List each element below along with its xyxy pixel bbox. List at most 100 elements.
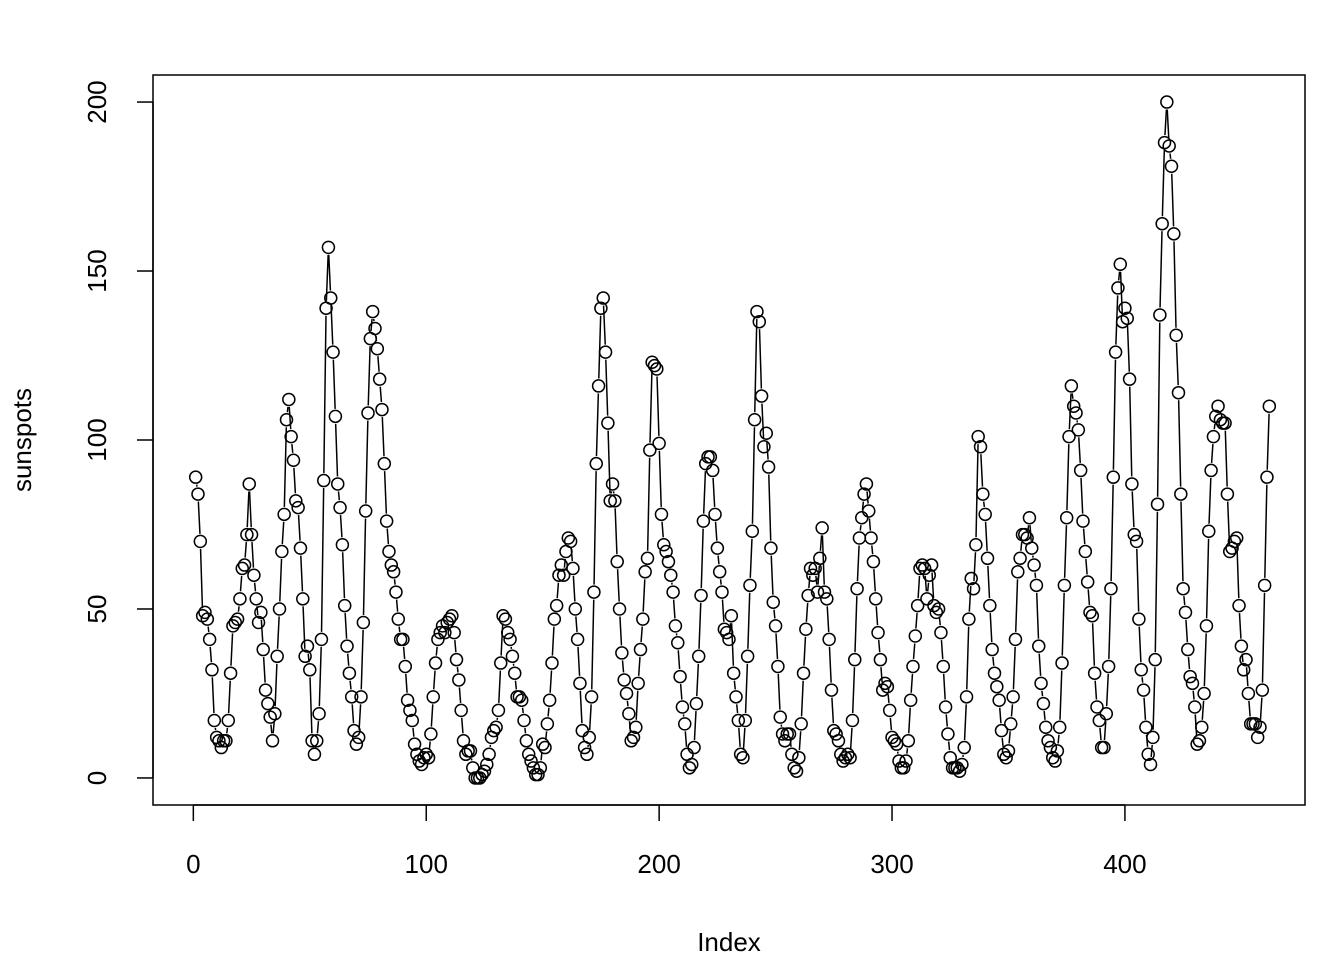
data-point (1262, 399, 1277, 413)
data-point (1125, 477, 1139, 491)
connector-segment (940, 640, 944, 660)
data-point (358, 504, 373, 518)
connector-segment (1057, 734, 1060, 744)
data-point (256, 642, 270, 657)
x-tick-label: 0 (186, 849, 200, 879)
data-point (1192, 734, 1207, 748)
connector-segment (1105, 673, 1109, 707)
data-point (969, 538, 983, 552)
y-tick-label: 150 (82, 249, 112, 292)
connector-segment (1080, 477, 1084, 514)
connector-segment (377, 356, 380, 372)
connector-segment (318, 646, 322, 707)
connector-segment (1248, 700, 1251, 717)
data-point (1250, 730, 1265, 745)
data-point (305, 734, 319, 748)
data-point (440, 615, 454, 630)
connector-segment (982, 501, 986, 507)
data-point (296, 592, 310, 606)
connector-segment (856, 545, 860, 582)
connector-segment (1141, 677, 1144, 683)
data-point (778, 734, 792, 748)
connector-segment (316, 721, 320, 734)
data-point (1108, 345, 1123, 359)
connector-segment (1166, 109, 1170, 139)
connector-segment (721, 599, 725, 622)
connector-segment (777, 673, 781, 710)
data-point (382, 544, 396, 559)
connector-segment (1226, 501, 1231, 545)
data-point (726, 666, 741, 680)
data-point (1050, 744, 1065, 758)
data-point (1071, 423, 1086, 437)
data-point (279, 412, 294, 427)
data-point (903, 693, 918, 707)
data-point (1199, 619, 1214, 633)
connector-segment (1010, 704, 1014, 717)
connector-segment (572, 575, 576, 602)
data-point (1059, 510, 1074, 525)
data-point (1041, 734, 1055, 748)
data-point (724, 608, 739, 623)
connector-segment (1156, 322, 1161, 497)
data-point (740, 649, 755, 664)
data-point (1038, 720, 1053, 735)
connector-segment (942, 673, 946, 700)
data-point (463, 744, 478, 758)
connector-segment (733, 680, 736, 690)
data-point (952, 764, 967, 778)
data-point (349, 737, 364, 751)
data-point (202, 632, 217, 647)
data-point (286, 453, 301, 468)
data-point (249, 592, 263, 606)
data-point (261, 696, 275, 711)
connector-segment (621, 660, 625, 673)
data-point (1036, 696, 1051, 711)
data-points (188, 95, 1277, 785)
data-point (1118, 301, 1132, 315)
data-point (845, 713, 860, 728)
data-point (608, 494, 622, 508)
connector-segment (1259, 697, 1263, 720)
data-point (929, 605, 944, 620)
data-point (1136, 683, 1151, 697)
data-point (191, 487, 205, 501)
data-point (396, 632, 410, 647)
data-point (398, 659, 413, 674)
data-point (738, 713, 753, 728)
data-point (752, 314, 767, 329)
data-point (999, 750, 1013, 765)
data-point (629, 720, 643, 735)
data-point (545, 656, 559, 670)
connector-segment (549, 670, 553, 693)
data-point (1043, 740, 1058, 755)
connector-segment (646, 457, 651, 551)
connector-segment (1201, 700, 1205, 720)
data-point (561, 531, 576, 545)
data-point (1236, 663, 1251, 677)
connector-segment (616, 569, 620, 602)
connector-segment (244, 542, 248, 558)
data-point (885, 730, 899, 745)
connector-segment (281, 521, 285, 545)
data-point (824, 683, 839, 697)
data-point (747, 412, 762, 427)
connector-segment (293, 467, 297, 494)
data-point (1132, 612, 1146, 626)
data-point (887, 734, 902, 748)
connector-segment (435, 646, 438, 656)
data-point (689, 696, 704, 711)
connector-segment (968, 586, 972, 612)
data-point (792, 750, 806, 765)
data-point (258, 683, 273, 697)
data-point (1257, 578, 1272, 593)
data-point (1057, 578, 1072, 593)
connector-segment (605, 359, 609, 416)
data-point (312, 707, 326, 721)
connector-segment (1043, 711, 1046, 720)
connector-segment (323, 315, 327, 474)
connector-segment (279, 558, 283, 602)
data-point (491, 703, 506, 718)
data-point (659, 544, 673, 559)
data-point (729, 690, 743, 704)
